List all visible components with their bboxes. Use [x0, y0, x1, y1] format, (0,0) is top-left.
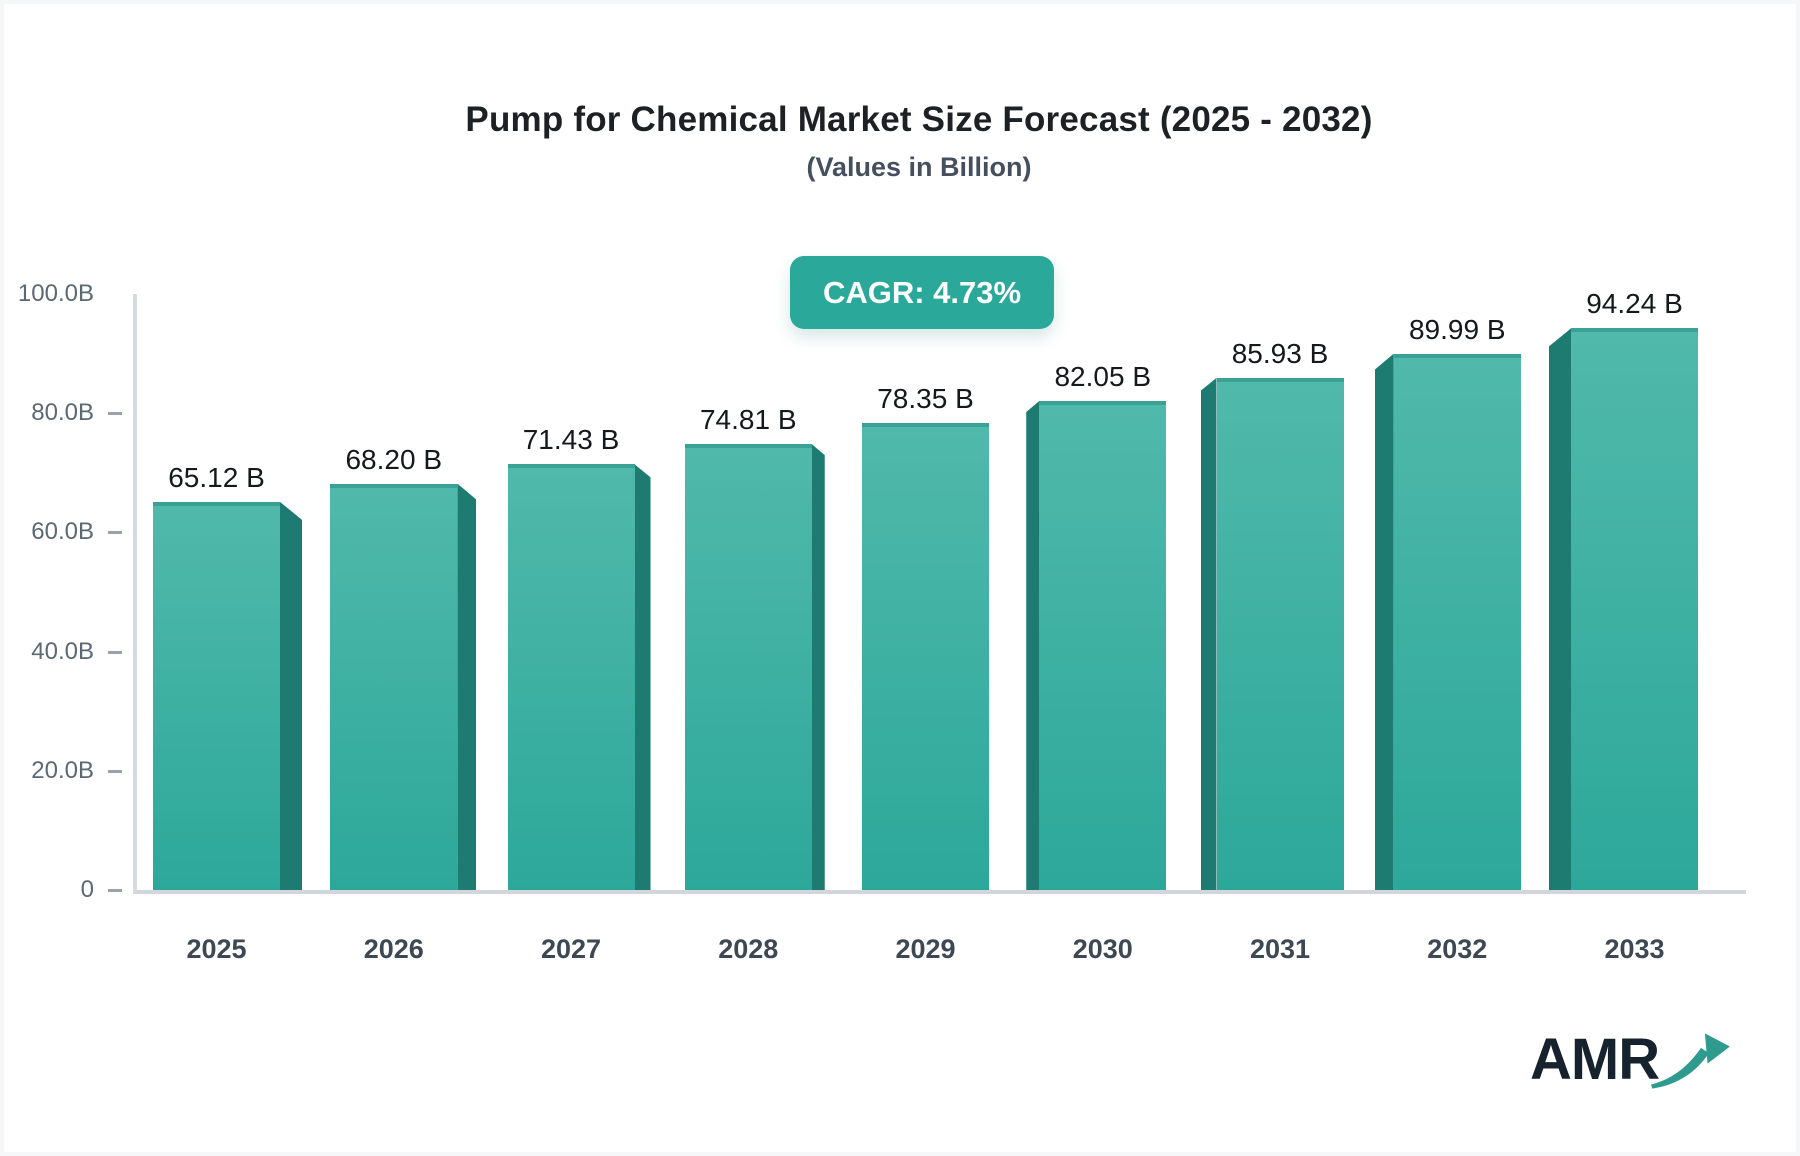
bar-value-label: 89.99 B [1408, 313, 1506, 345]
chart-subtitle: (Values in Billion) [806, 152, 1032, 182]
chart-title: Pump for Chemical Market Size Forecast (… [465, 100, 1373, 139]
bar-2028 [684, 444, 825, 890]
x-axis-label-2027: 2027 [540, 934, 602, 964]
bar-side [1549, 328, 1571, 890]
y-tick-label: 80.0B [31, 399, 94, 427]
bar-value-label: 65.12 B [168, 461, 265, 493]
y-tick-mark [108, 889, 122, 892]
x-axis-label-2026: 2026 [363, 934, 424, 964]
bar-side [1026, 400, 1040, 890]
bar-side [1374, 353, 1394, 890]
bar-2030 [1026, 400, 1167, 890]
bar-side [1200, 377, 1217, 890]
x-axis-label-2025: 2025 [186, 934, 247, 964]
y-tick-label: 40.0B [31, 637, 94, 665]
bar-side [634, 464, 651, 890]
cagr-badge: CAGR: 4.73% [790, 256, 1054, 329]
bar-2025 [153, 501, 302, 890]
logo-arrow-icon [1651, 1033, 1730, 1089]
plot-area: 65.12 B 68.20 B 71.43 B 74.81 B 78.35 B 82.05… [133, 288, 1746, 894]
bar-face [1571, 328, 1698, 890]
bar-2032 [1374, 353, 1521, 890]
y-tick-mark [108, 650, 122, 654]
bar-2033 [1549, 328, 1698, 890]
amr-logo: AMR [1530, 1022, 1730, 1108]
amr-logo-text: AMR [1530, 1027, 1660, 1092]
bar-face [153, 501, 280, 890]
bar-2027 [507, 464, 651, 890]
bar-value-label: 68.20 B [345, 443, 443, 475]
y-tick-label: 20.0B [31, 756, 94, 784]
x-axis-label-2030: 2030 [1072, 934, 1133, 964]
bar-side [280, 501, 302, 890]
y-tick-mark [108, 412, 122, 416]
bar-face [1393, 353, 1521, 890]
bar-side [811, 444, 825, 890]
bar-side [457, 483, 477, 890]
bar-value-label: 82.05 B [1054, 360, 1152, 392]
bar-2026 [330, 483, 477, 890]
bar-value-label: 71.43 B [522, 424, 620, 456]
y-tick-mark [108, 531, 122, 535]
bar-2029 [862, 423, 989, 890]
chart-card: Pump for Chemical Market Size Forecast (… [4, 4, 1796, 1152]
x-axis-label-2032: 2032 [1427, 934, 1488, 964]
bar-face [1216, 377, 1344, 890]
x-axis-label-2031: 2031 [1249, 934, 1311, 964]
y-tick-label: 0 [80, 876, 94, 903]
x-axis-label-2028: 2028 [718, 934, 779, 964]
x-axis-label-2033: 2033 [1604, 934, 1665, 964]
bar-value-label: 78.35 B [877, 383, 974, 415]
y-tick-mark [108, 769, 122, 773]
bar-value-label: 74.81 B [699, 404, 797, 436]
y-tick-label: 60.0B [31, 518, 94, 546]
bar-face [330, 483, 458, 890]
bar-value-label: 85.93 B [1231, 337, 1329, 369]
bar-face [1039, 400, 1167, 890]
bar-2031 [1200, 377, 1344, 890]
bar-face [507, 464, 635, 890]
cagr-badge-label: CAGR: 4.73% [822, 274, 1022, 310]
bar-value-label: 94.24 B [1586, 288, 1683, 320]
y-tick-label: 100.0B [17, 280, 94, 307]
bar-face [684, 444, 812, 890]
bar-face [862, 423, 989, 890]
x-axis-label-2029: 2029 [895, 934, 956, 964]
